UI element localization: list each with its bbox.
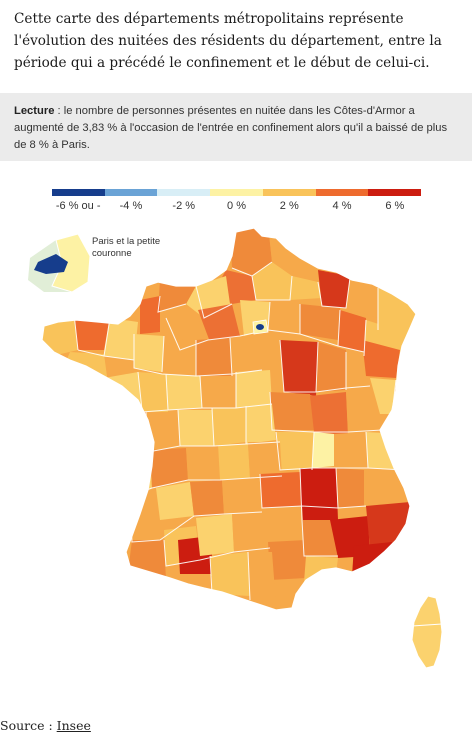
department bbox=[336, 468, 364, 508]
department bbox=[150, 448, 188, 488]
department bbox=[218, 444, 250, 480]
department bbox=[280, 340, 318, 396]
department bbox=[196, 338, 232, 378]
department bbox=[230, 228, 272, 276]
legend-swatch-6 bbox=[315, 189, 369, 196]
department bbox=[112, 408, 148, 452]
reading-note: Lecture : le nombre de personnes présent… bbox=[0, 93, 472, 161]
intro-text: Cette carte des départements métropolita… bbox=[14, 11, 442, 71]
department bbox=[276, 432, 314, 470]
department bbox=[248, 552, 276, 604]
france-outline bbox=[41, 227, 417, 611]
department bbox=[268, 302, 300, 332]
department bbox=[364, 470, 404, 506]
department bbox=[316, 342, 346, 392]
legend-label: -2 % bbox=[172, 200, 196, 212]
legend-label: 2 % bbox=[279, 200, 299, 212]
legend-labels: -6 % ou - -4 % -2 % 0 % 2 % 4 % 6 % bbox=[52, 200, 421, 216]
department bbox=[210, 552, 250, 596]
department bbox=[346, 278, 380, 318]
legend-label: 4 % bbox=[332, 200, 352, 212]
department bbox=[366, 432, 404, 470]
department bbox=[260, 472, 302, 508]
department bbox=[134, 334, 164, 372]
department bbox=[232, 512, 270, 552]
corsica bbox=[411, 595, 443, 669]
department bbox=[346, 388, 382, 432]
department bbox=[318, 270, 350, 308]
legend-label: 0 % bbox=[227, 200, 246, 212]
inset-paris bbox=[34, 254, 68, 274]
department bbox=[352, 542, 392, 576]
department bbox=[178, 410, 214, 446]
department bbox=[190, 480, 224, 516]
department bbox=[310, 392, 348, 436]
legend-swatch-5 bbox=[262, 189, 316, 196]
paris-marker bbox=[256, 324, 264, 330]
department bbox=[140, 296, 160, 334]
department bbox=[300, 304, 340, 340]
inset-label: Paris et la petite couronne bbox=[92, 236, 161, 259]
source-prefix: Source : bbox=[0, 718, 57, 733]
department bbox=[166, 374, 202, 410]
department bbox=[246, 404, 276, 444]
legend-swatch-1 bbox=[52, 189, 105, 196]
department bbox=[268, 540, 306, 580]
department bbox=[156, 482, 194, 520]
legend-label: 6 % bbox=[385, 200, 405, 212]
department bbox=[158, 280, 196, 312]
department bbox=[230, 336, 264, 374]
department bbox=[196, 514, 234, 556]
legend-swatch-3 bbox=[157, 189, 211, 196]
legend-label: -6 % ou - bbox=[55, 200, 101, 212]
department bbox=[370, 378, 396, 414]
legend-swatch-7 bbox=[368, 189, 422, 196]
department bbox=[262, 506, 304, 542]
department bbox=[222, 478, 262, 514]
legend-color-bar bbox=[52, 189, 422, 196]
source-link[interactable]: Insee bbox=[56, 718, 91, 733]
department bbox=[236, 370, 272, 408]
corsica-border bbox=[411, 623, 443, 627]
department bbox=[64, 352, 108, 384]
department bbox=[212, 408, 246, 446]
department bbox=[334, 432, 368, 468]
department bbox=[252, 262, 292, 300]
department bbox=[312, 432, 334, 468]
department bbox=[300, 468, 338, 520]
department bbox=[200, 376, 236, 408]
department bbox=[248, 442, 282, 478]
department bbox=[138, 372, 168, 412]
department bbox=[198, 304, 240, 342]
department bbox=[290, 276, 322, 300]
department bbox=[128, 540, 166, 580]
department bbox=[186, 446, 220, 480]
department bbox=[270, 392, 314, 430]
department bbox=[362, 340, 400, 378]
reading-text: : le nombre de personnes présentes en nu… bbox=[14, 105, 448, 151]
department bbox=[74, 314, 110, 350]
legend-swatch-2 bbox=[104, 189, 158, 196]
department bbox=[104, 318, 138, 360]
legend-swatch-4 bbox=[210, 189, 263, 196]
department bbox=[162, 336, 196, 376]
paris-inset bbox=[28, 233, 91, 293]
department bbox=[338, 310, 366, 352]
legend-label: -4 % bbox=[119, 200, 143, 212]
department bbox=[366, 502, 410, 548]
legend: -6 % ou - -4 % -2 % 0 % 2 % 4 % 6 % bbox=[52, 189, 422, 216]
source-line: Source : Insee bbox=[0, 718, 91, 733]
departments-layer bbox=[41, 227, 417, 611]
department bbox=[302, 520, 338, 556]
france-map bbox=[28, 227, 443, 669]
reading-label: Lecture bbox=[14, 105, 55, 117]
department bbox=[346, 352, 370, 388]
